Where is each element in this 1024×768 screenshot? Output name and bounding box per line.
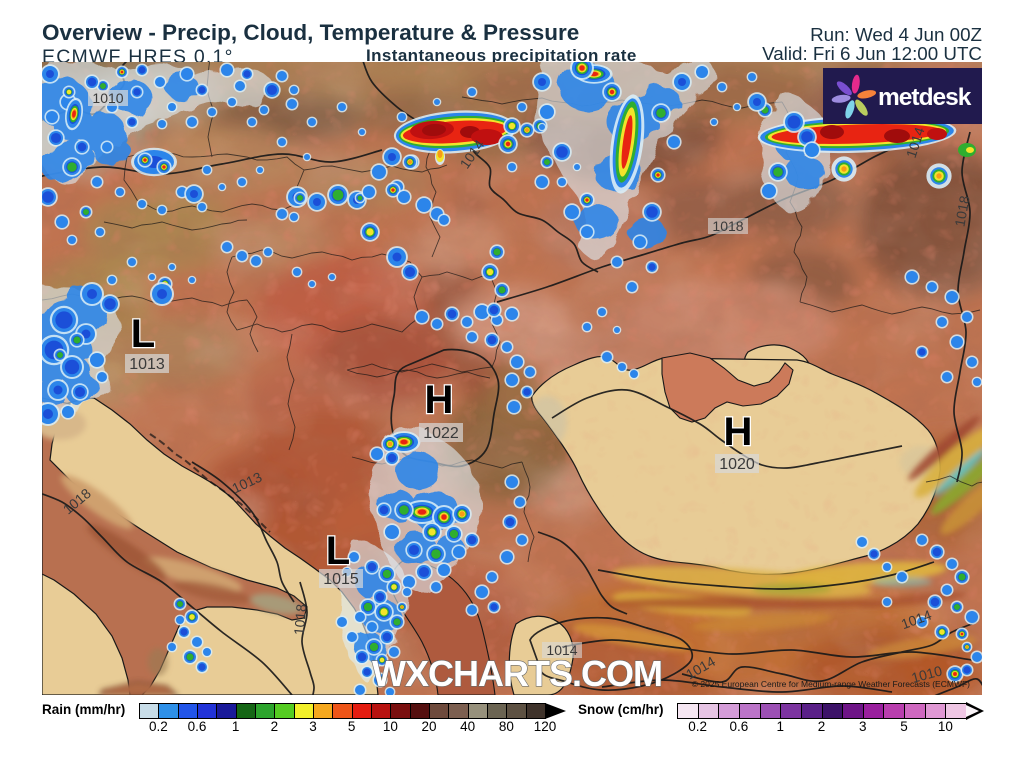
svg-text:1015: 1015 bbox=[323, 571, 359, 588]
svg-text:© 2025 European Centre for Med: © 2025 European Centre for Medium-range … bbox=[692, 679, 970, 689]
svg-text:1010: 1010 bbox=[910, 662, 944, 686]
svg-text:1014: 1014 bbox=[546, 642, 577, 658]
svg-text:1018: 1018 bbox=[291, 603, 310, 636]
svg-text:1018: 1018 bbox=[951, 194, 972, 228]
svg-text:1013: 1013 bbox=[129, 356, 165, 373]
svg-text:1020: 1020 bbox=[719, 456, 755, 473]
svg-text:1010: 1010 bbox=[92, 90, 123, 106]
svg-text:H: H bbox=[724, 410, 753, 454]
svg-text:L: L bbox=[326, 529, 350, 573]
svg-text:1018: 1018 bbox=[712, 218, 743, 234]
svg-text:1022: 1022 bbox=[423, 425, 459, 442]
svg-text:metdesk: metdesk bbox=[878, 84, 972, 111]
svg-text:WXCHARTS.COM: WXCHARTS.COM bbox=[372, 653, 662, 694]
svg-text:H: H bbox=[425, 378, 454, 422]
svg-text:L: L bbox=[131, 312, 155, 356]
